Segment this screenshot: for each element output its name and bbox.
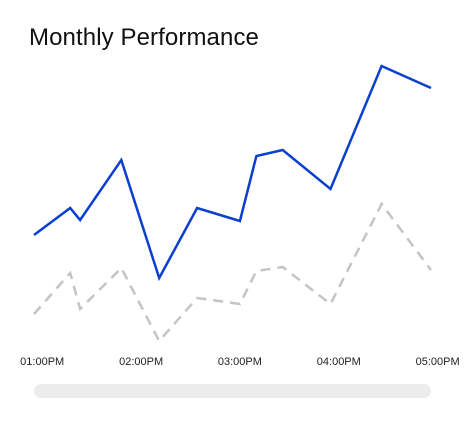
x-tick-label: 01:00PM	[20, 356, 64, 368]
horizontal-scrollbar[interactable]	[34, 384, 431, 398]
x-tick-label: 05:00PM	[416, 356, 460, 368]
chart-title: Monthly Performance	[29, 24, 259, 51]
x-tick-label: 02:00PM	[119, 356, 163, 368]
secondary-series-line	[33, 201, 433, 344]
primary-series-line	[33, 64, 432, 282]
x-tick-label: 04:00PM	[317, 356, 361, 368]
x-tick-label: 03:00PM	[218, 356, 262, 368]
